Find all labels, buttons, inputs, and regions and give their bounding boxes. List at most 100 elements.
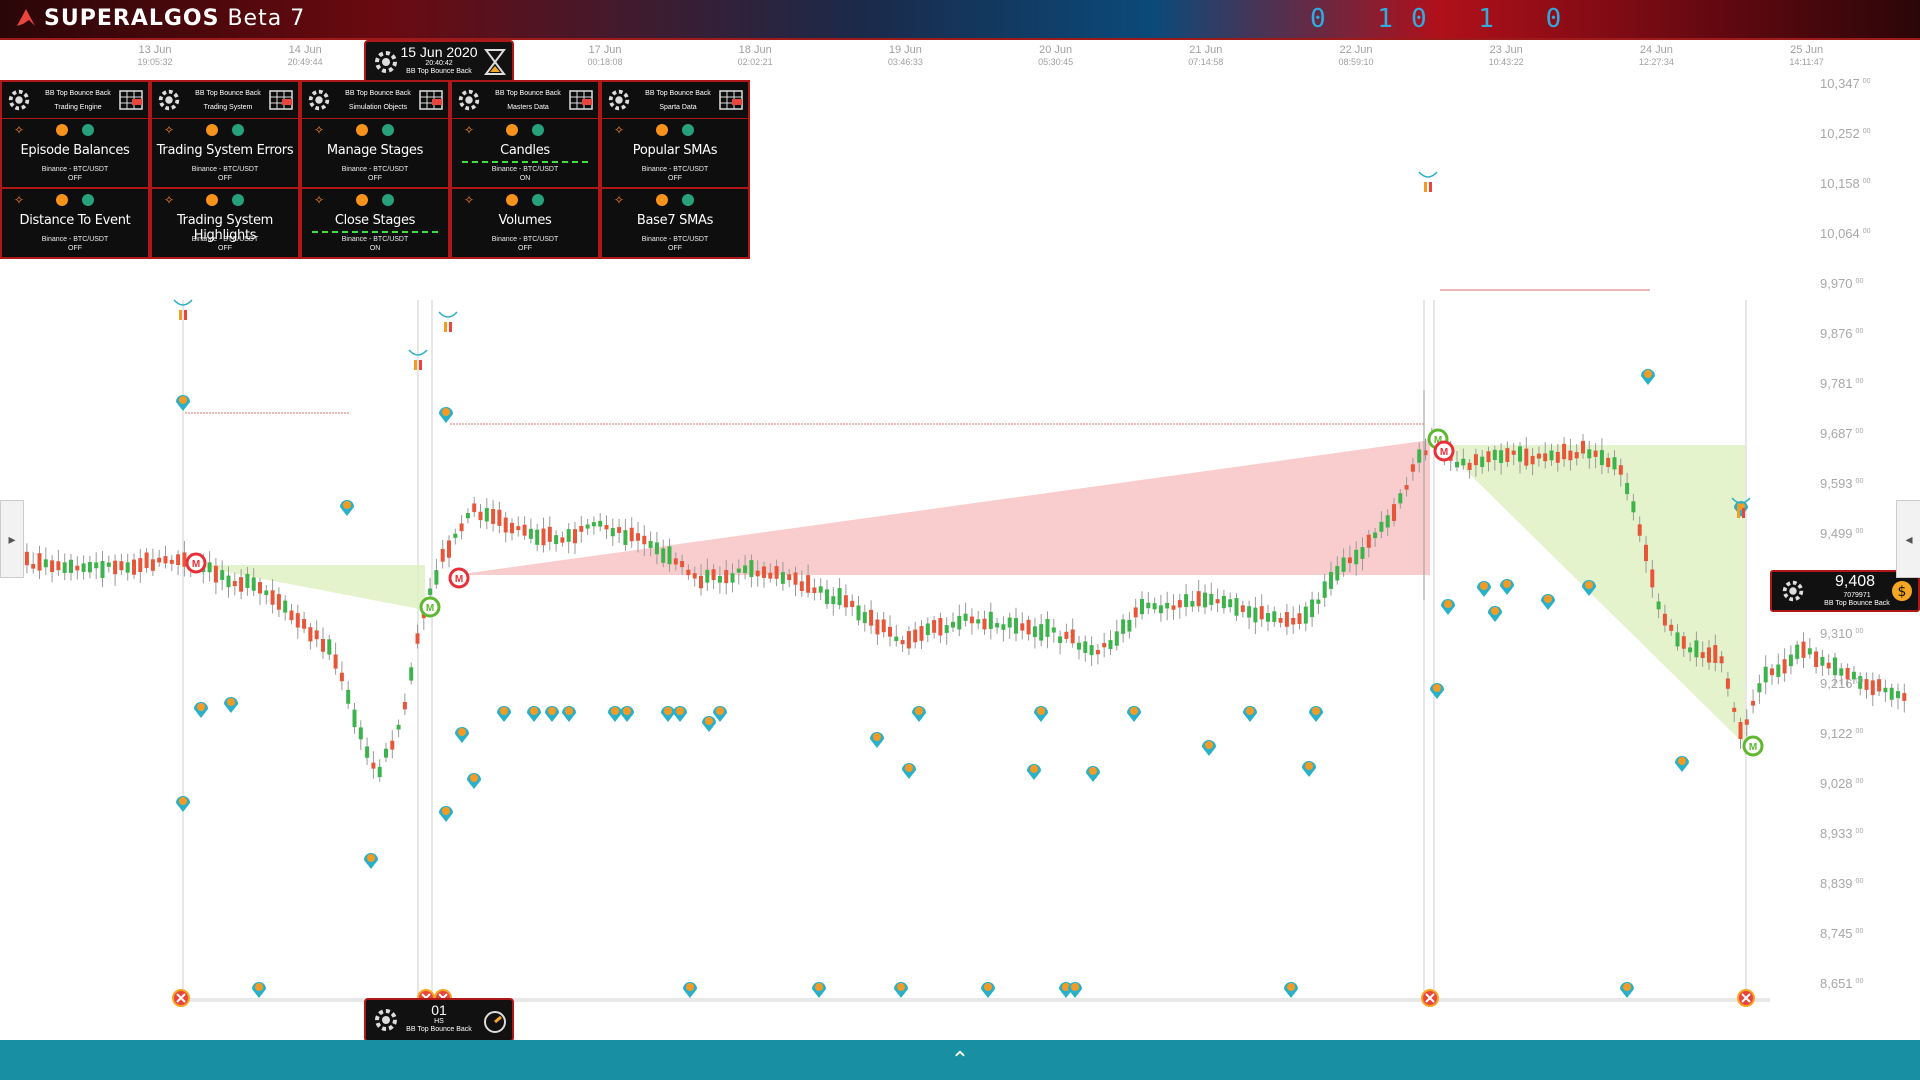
svg-text:$: $ xyxy=(1898,584,1907,600)
layer-panel-header[interactable]: BB Top Bounce Back Trading System xyxy=(150,80,300,119)
current-price-panel[interactable]: 9,408 7079971 BB Top Bounce Back $ xyxy=(1770,570,1920,612)
price-axis-label: 9,216 00 xyxy=(1820,676,1864,691)
candle xyxy=(528,528,533,539)
candle xyxy=(1770,668,1774,676)
layer-market: Binance - BTC/USDT xyxy=(491,236,559,243)
btc-icon xyxy=(506,124,518,136)
candle xyxy=(1423,450,1428,456)
signal-icon xyxy=(408,349,428,370)
layer-name: Base7 SMAs xyxy=(636,213,714,228)
layer-cell[interactable]: ✧ Distance To Event Binance - BTC/USDT OFF xyxy=(0,188,150,259)
trade-event-pin-icon xyxy=(527,706,541,722)
candle xyxy=(919,626,924,641)
candle xyxy=(957,615,962,630)
settings-icon[interactable]: ✧ xyxy=(164,123,175,137)
candle xyxy=(157,557,162,563)
layer-panel-header[interactable]: BB Top Bounce Back Trading Engine xyxy=(0,80,150,119)
candle xyxy=(1486,451,1491,463)
candle xyxy=(1587,449,1592,459)
candle xyxy=(232,581,237,587)
settings-icon[interactable]: ✧ xyxy=(314,193,325,207)
candle xyxy=(1612,457,1617,470)
price-axis-label: 9,028 00 xyxy=(1820,776,1864,791)
layer-status: OFF xyxy=(68,175,82,182)
settings-icon[interactable]: ✧ xyxy=(164,193,175,207)
time-machine-panel[interactable]: 15 Jun 2020 20:40:42 BB Top Bounce Back xyxy=(364,40,514,84)
candle xyxy=(220,570,225,580)
candle xyxy=(856,605,861,621)
layer-panel-header[interactable]: BB Top Bounce Back Masters Data xyxy=(450,80,600,119)
settings-icon[interactable]: ✧ xyxy=(464,193,475,207)
layer-panel-header[interactable]: BB Top Bounce Back Simulation Objects xyxy=(300,80,450,119)
layer-panel-subtitle: Sparta Data xyxy=(659,104,697,111)
candle xyxy=(491,509,496,524)
candle xyxy=(1480,456,1485,467)
layer-cell[interactable]: ✧ Base7 SMAs Binance - BTC/USDT OFF xyxy=(600,188,750,259)
candle xyxy=(1291,617,1296,625)
timeline-pin-icon xyxy=(1620,982,1634,998)
candle xyxy=(1001,624,1006,630)
candle xyxy=(150,559,155,571)
candle xyxy=(1669,624,1674,631)
layer-status: OFF xyxy=(518,245,532,252)
candle xyxy=(1341,557,1346,572)
settings-icon[interactable]: ✧ xyxy=(464,123,475,137)
settings-icon[interactable]: ✧ xyxy=(314,123,325,137)
gear-icon xyxy=(375,51,397,73)
layer-panel-header[interactable]: BB Top Bounce Back Sparta Data xyxy=(600,80,750,119)
date-axis-label: 20 Jun 05:30:45 xyxy=(1038,44,1074,67)
candle xyxy=(497,509,502,526)
candle xyxy=(925,623,930,636)
right-panel-handle[interactable]: ◂ xyxy=(1896,500,1920,578)
candle xyxy=(1404,485,1409,490)
candle xyxy=(1851,671,1856,680)
candle xyxy=(1543,453,1548,462)
candle xyxy=(1070,629,1075,644)
candle xyxy=(1889,687,1894,700)
candle xyxy=(749,560,754,577)
layer-cell[interactable]: ✧ Volumes Binance - BTC/USDT OFF xyxy=(450,188,600,259)
candle xyxy=(1455,461,1459,468)
time-frame-panel[interactable]: 01 HS BB Top Bounce Back xyxy=(364,998,514,1042)
candle xyxy=(1902,693,1907,701)
settings-icon[interactable]: ✧ xyxy=(614,193,625,207)
layer-name: Manage Stages xyxy=(326,143,424,158)
settings-icon[interactable]: ✧ xyxy=(614,123,625,137)
layer-cell[interactable]: ✧ Episode Balances Binance - BTC/USDT OFF xyxy=(0,118,150,189)
layer-cell[interactable]: ✧ Candles Binance - BTC/USDT ON xyxy=(450,118,600,189)
trade-event-pin-icon xyxy=(902,763,916,779)
layer-cell[interactable]: ✧ Popular SMAs Binance - BTC/USDT OFF xyxy=(600,118,750,189)
usdt-icon xyxy=(82,124,94,136)
candle xyxy=(56,561,61,571)
candle xyxy=(1014,618,1018,634)
candle xyxy=(1284,612,1289,627)
current-price-name: BB Top Bounce Back xyxy=(1824,600,1890,607)
layer-cell[interactable]: ✧ Trading System Errors Binance - BTC/USDT… xyxy=(150,118,300,189)
candle xyxy=(541,528,546,546)
double-chevron-up-icon[interactable]: ⌃ xyxy=(950,1047,970,1072)
trade-event-pin-icon xyxy=(620,706,634,722)
trade-event-pin-icon xyxy=(439,806,453,822)
left-panel-handle[interactable]: ▸ xyxy=(0,500,24,578)
candle xyxy=(1845,667,1850,680)
bottom-collapse-bar[interactable]: ⌃ xyxy=(0,1040,1920,1080)
layer-market: Binance - BTC/USDT xyxy=(641,166,709,173)
candle xyxy=(402,701,407,710)
candle xyxy=(428,588,433,595)
settings-icon[interactable]: ✧ xyxy=(14,193,25,207)
trade-event-pin-icon xyxy=(1430,683,1444,699)
candle xyxy=(1757,683,1762,693)
layer-name: Volumes xyxy=(498,213,552,228)
candle xyxy=(598,520,603,527)
candle xyxy=(780,572,785,584)
layer-cell[interactable]: ✧ Trading System Highlights Binance - BTC/… xyxy=(150,188,300,259)
candle xyxy=(384,748,388,758)
layer-cell[interactable]: ✧ Close Stages Binance - BTC/USDT ON xyxy=(300,188,450,259)
gear-icon xyxy=(158,89,180,111)
candle xyxy=(1858,676,1863,689)
settings-icon[interactable]: ✧ xyxy=(14,123,25,137)
layer-cell[interactable]: ✧ Manage Stages Binance - BTC/USDT OFF xyxy=(300,118,450,189)
trade-event-pin-icon xyxy=(661,706,675,722)
candle xyxy=(1184,594,1189,607)
